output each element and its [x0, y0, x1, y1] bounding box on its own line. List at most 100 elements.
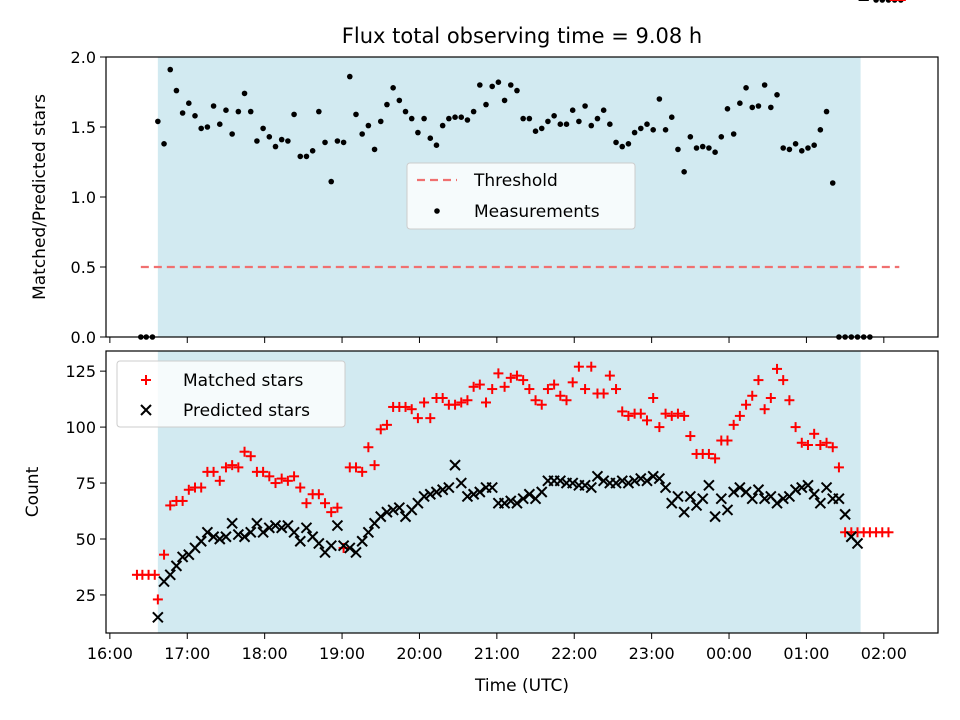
measurement-point	[297, 153, 304, 160]
measurement-point	[737, 100, 743, 106]
matched-star-point	[487, 384, 498, 395]
measurement-point	[291, 111, 297, 118]
predicted-star-point-b	[238, 531, 251, 543]
measurement-point	[421, 115, 427, 122]
predicted-star-point	[387, 504, 399, 516]
predicted-star-point-b	[610, 477, 622, 489]
measurement-point	[167, 66, 174, 73]
x-tick-label: 19:00	[319, 644, 365, 663]
predicted-star-point	[746, 493, 758, 505]
predicted-star-point	[684, 490, 697, 503]
predicted-star-point-b	[176, 551, 189, 563]
predicted-star-point	[294, 535, 306, 547]
measurement-point	[179, 110, 186, 116]
measurement-point	[582, 103, 588, 109]
matched-star-point	[734, 410, 745, 421]
predicted-star-point	[152, 611, 164, 624]
measurement-point	[538, 125, 545, 132]
measurement-point	[594, 115, 601, 122]
matched-star-point	[264, 471, 275, 482]
measurement-point	[792, 141, 799, 147]
measurement-point	[625, 141, 632, 147]
predicted-star-point-b	[381, 506, 393, 518]
predicted-star-point	[635, 472, 647, 485]
measurement-point	[309, 148, 316, 154]
measurement-point	[272, 143, 279, 150]
predicted-star-point	[443, 481, 455, 494]
predicted-star-point	[344, 542, 356, 554]
bottom-y-tick-label: 50	[76, 530, 96, 549]
measurement-point	[724, 106, 731, 112]
predicted-star-point-b	[313, 537, 325, 550]
predicted-star-point-b	[727, 486, 740, 498]
matched-star-point	[586, 361, 597, 372]
measurement-point	[353, 111, 359, 118]
measurement-point	[526, 115, 533, 122]
measurement-point	[303, 153, 310, 160]
measurement-point	[198, 125, 204, 132]
predicted-star-point	[220, 531, 232, 543]
measurement-point	[396, 97, 403, 104]
matched-star-point	[481, 397, 492, 408]
matched-star-point	[505, 372, 516, 383]
predicted-star-point	[164, 569, 176, 581]
measurement-point	[340, 139, 347, 146]
measurement-point	[569, 107, 576, 113]
predicted-star-point	[436, 484, 449, 496]
matched-star-point	[493, 368, 504, 379]
measurement-point	[483, 101, 489, 108]
predicted-star-point-b	[591, 470, 604, 483]
matched-star-point	[796, 437, 807, 448]
predicted-star-point	[424, 488, 436, 500]
predicted-star-point	[238, 531, 251, 543]
predicted-star-point-b	[796, 481, 808, 494]
predicted-star-point-b	[684, 490, 697, 503]
matched-star-point	[654, 422, 665, 433]
matched-star-point	[276, 473, 287, 484]
measurement-point	[718, 134, 725, 140]
predicted-star-point	[337, 540, 350, 552]
matched-star-point	[183, 484, 194, 495]
measurement-point	[656, 96, 663, 102]
measurement-point	[613, 139, 619, 146]
predicted-star-point-b	[833, 493, 845, 505]
predicted-star-point	[727, 486, 740, 498]
predicted-star-point-b	[647, 470, 659, 483]
predicted-star-point-b	[325, 540, 337, 552]
top-y-axis-label: Matched/Predicted stars	[30, 94, 50, 300]
predicted-star-point	[214, 533, 226, 545]
predicted-star-point	[331, 519, 344, 532]
top-subplot: 0.0 0.5 1.0 1.5 2.0 Threshold Measurements	[71, 0, 939, 347]
predicted-star-point-b	[659, 481, 672, 494]
predicted-star-point	[752, 484, 765, 496]
predicted-star-point-b	[715, 493, 728, 505]
measurement-point	[811, 142, 817, 148]
measurement-point	[377, 118, 384, 125]
predicted-star-point-b	[356, 535, 368, 547]
matched-star-point	[239, 446, 250, 457]
matched-star-point	[437, 393, 448, 403]
matched-star-point	[542, 384, 553, 395]
matched-star-point	[573, 361, 584, 372]
predicted-star-point-b	[375, 510, 387, 523]
predicted-star-point-b	[214, 533, 226, 545]
predicted-star-point	[709, 510, 721, 523]
matched-star-point	[165, 500, 176, 511]
predicted-star-point	[628, 475, 641, 487]
matched-star-point	[802, 440, 813, 450]
matched-star-point	[580, 384, 591, 395]
predicted-star-point	[245, 526, 257, 538]
predicted-star-point-b	[387, 504, 399, 516]
predicted-star-point	[585, 481, 597, 494]
measurement-point	[693, 145, 700, 151]
matched-star-point	[815, 440, 826, 450]
measurement-point	[681, 169, 687, 175]
predicted-star-point-b	[814, 497, 827, 509]
measurement-point	[334, 138, 341, 144]
legend-predicted-swatch	[140, 404, 152, 416]
predicted-star-point	[554, 475, 567, 487]
predicted-star-point	[622, 477, 635, 489]
predicted-star-point	[275, 522, 288, 534]
predicted-star-point	[300, 522, 313, 534]
